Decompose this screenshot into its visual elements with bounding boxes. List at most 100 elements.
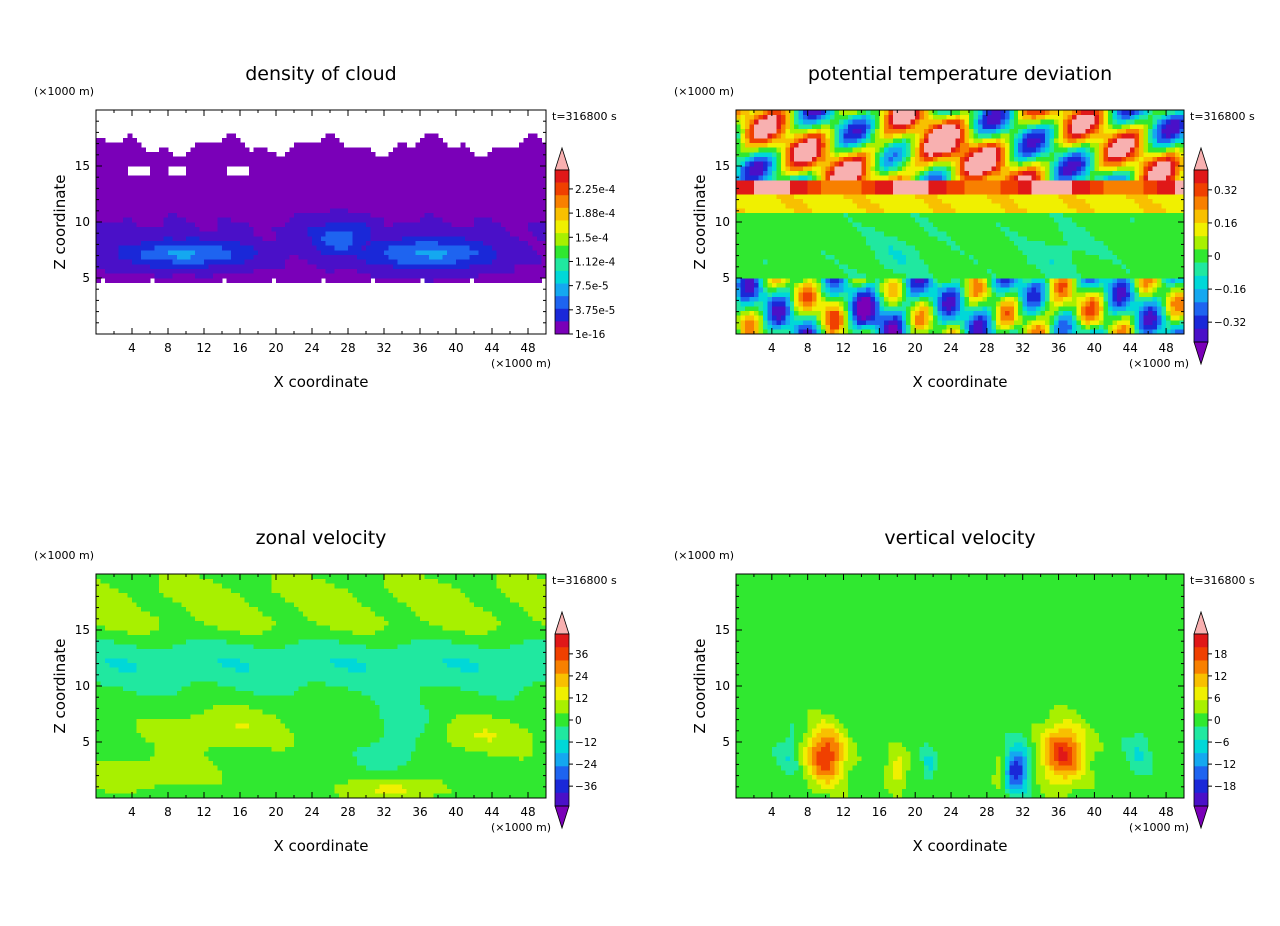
heatmap-cell [1072,301,1077,307]
heatmap-cell [181,250,187,256]
heatmap-cell [105,147,110,153]
heatmap-cell [830,306,835,312]
heatmap-cell [132,184,137,190]
heatmap-cell [879,268,885,274]
heatmap-cell [420,264,425,270]
heatmap-cell [429,212,434,218]
heatmap-cell [100,138,106,144]
heatmap-cell [361,240,367,246]
heatmap-cell [244,240,250,246]
heatmap-cell [915,278,921,284]
heatmap-cell [753,310,759,316]
heatmap-cell [460,259,466,265]
heatmap-cell [204,175,209,181]
heatmap-cell [492,217,497,223]
heatmap-cell [942,310,947,316]
heatmap-cell [343,222,349,228]
heatmap-cell [312,278,317,284]
heatmap-cell [1143,320,1149,326]
heatmap-cell [208,189,214,195]
heatmap-cell [253,189,259,195]
heatmap-cell [510,203,515,209]
heatmap-cell [438,198,443,204]
heatmap-cell [1103,287,1109,293]
heatmap-cell [460,208,466,214]
heatmap-cell [118,208,124,214]
heatmap-cell [132,240,137,246]
heatmap-cell [537,222,542,228]
heatmap-cell [794,254,800,260]
heatmap-cell [262,161,268,167]
heatmap-cell [964,287,970,293]
heatmap-cell [839,287,844,293]
heatmap-cell [406,226,412,232]
heatmap-cell [213,259,218,265]
heatmap-cell [357,254,362,260]
heatmap-cell [357,268,362,274]
heatmap-cell [397,231,403,237]
heatmap-cell [294,166,299,172]
heatmap-cell [474,231,479,237]
heatmap-cell [177,175,182,181]
heatmap-cell [267,194,272,200]
heatmap-cell [141,264,146,270]
heatmap-cell [843,250,849,256]
heatmap-cell [375,236,380,242]
heatmap-cell [100,198,106,204]
heatmap-cell [825,250,831,256]
heatmap-cell [109,250,115,256]
heatmap-cell [1107,259,1113,265]
heatmap-cell [798,282,804,288]
heatmap-cell [339,147,344,153]
heatmap-cell [240,180,245,186]
heatmap-cell [226,208,232,214]
heatmap-cell [928,320,934,326]
heatmap-cell [172,226,178,232]
heatmap-cell [208,250,214,256]
heatmap-cell [294,156,299,162]
heatmap-cell [496,161,502,167]
heatmap-cell [244,278,250,284]
heatmap-cell [964,292,970,298]
heatmap-cell [794,296,800,302]
heatmap-cell [199,226,205,232]
heatmap-cell [235,264,241,270]
heatmap-cell [812,306,818,312]
heatmap-cell [96,250,101,256]
heatmap-cell [393,226,398,232]
heatmap-cell [280,222,286,228]
heatmap-cell [204,184,209,190]
heatmap-cell [960,264,965,270]
heatmap-cell [501,217,506,223]
heatmap-cell [1170,254,1176,260]
heatmap-cell [1036,292,1042,298]
heatmap-cell [415,170,421,176]
heatmap-cell [123,161,128,167]
heatmap-cell [1112,264,1118,270]
x-tick-label: 4 [128,341,136,355]
heatmap-cell [968,301,974,307]
heatmap-cell [852,315,858,321]
heatmap-cell [406,189,412,195]
heatmap-cell [244,180,250,186]
heatmap-cell [118,166,124,172]
heatmap-cell [469,254,475,260]
heatmap-cell [789,268,795,274]
heatmap-cell [1063,250,1068,256]
heatmap-cell [420,152,425,158]
heatmap-cell [388,156,394,162]
heatmap-cell [1103,296,1109,302]
heatmap-cell [812,324,818,330]
heatmap-cell [942,296,947,302]
heatmap-cell [285,268,290,274]
heatmap-cell [343,166,349,172]
heatmap-cell [114,161,119,167]
heatmap-cell [276,161,281,167]
heatmap-cell [159,264,164,270]
heatmap-cell [253,170,259,176]
heatmap-cell [402,161,407,167]
heatmap-cell [816,324,822,330]
heatmap-cell [1161,259,1167,265]
heatmap-cell [96,203,101,209]
